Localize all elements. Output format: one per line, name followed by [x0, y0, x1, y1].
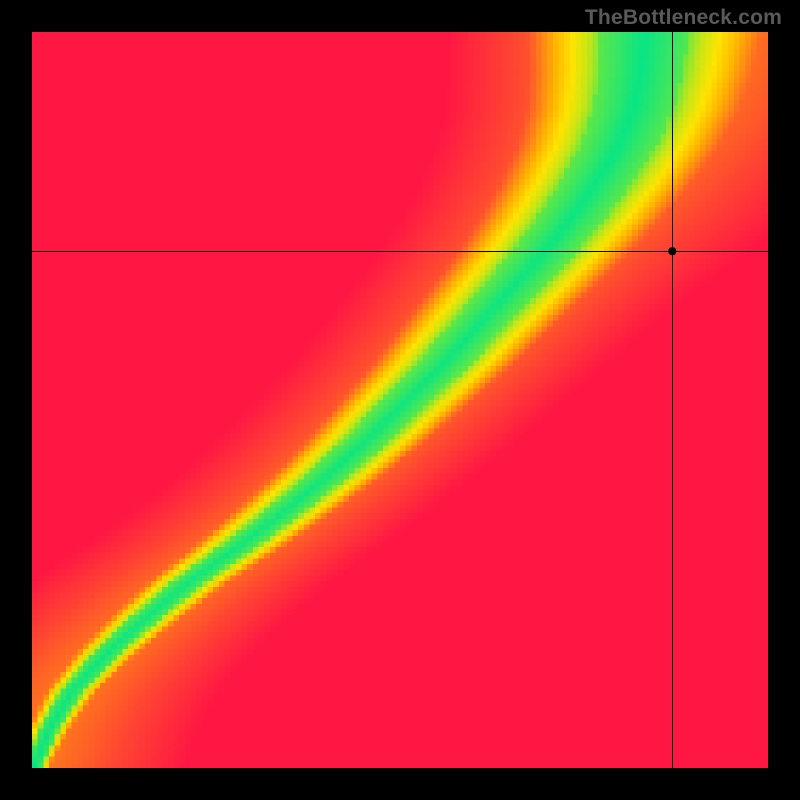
watermark-text: TheBottleneck.com — [585, 6, 782, 30]
crosshair-overlay — [0, 0, 800, 800]
